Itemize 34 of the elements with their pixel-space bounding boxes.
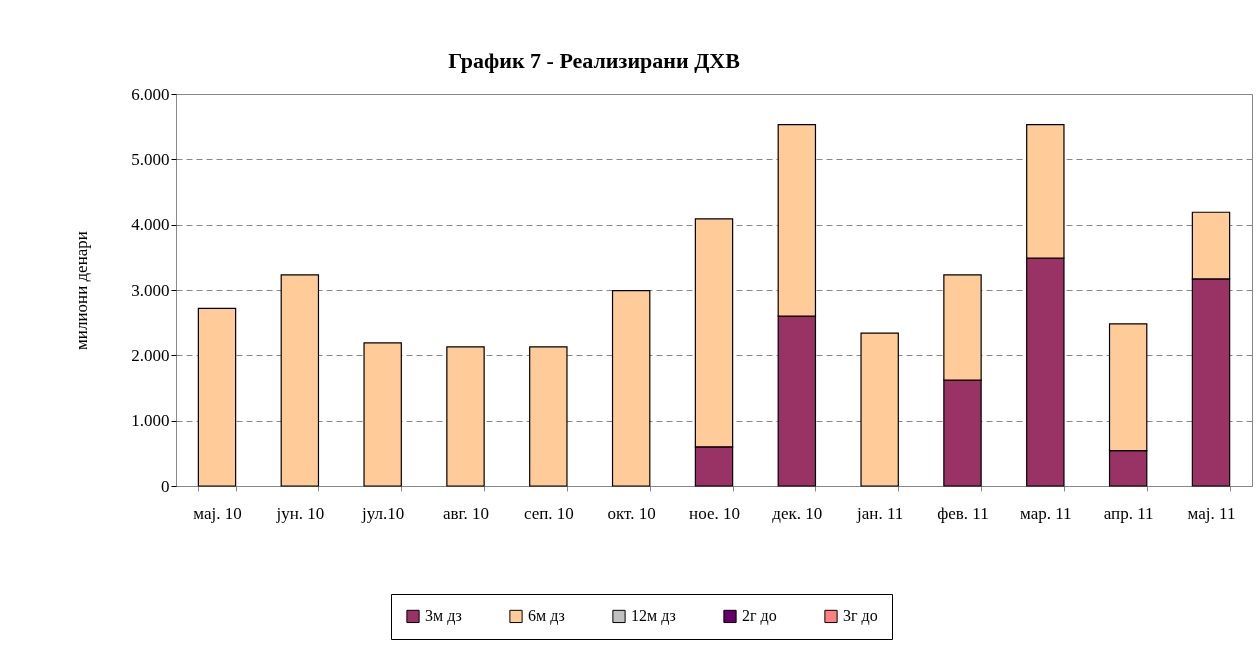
legend-label: 3г до xyxy=(843,607,878,626)
x-tick-label: фев. 11 xyxy=(937,503,989,523)
x-tick-label: мар. 11 xyxy=(1020,503,1072,523)
x-tick-label: дек. 10 xyxy=(772,503,823,523)
bar xyxy=(529,346,568,487)
x-tick-label: сеп. 10 xyxy=(523,503,574,523)
chart-title: График 7 - Реализирани ДХВ xyxy=(448,48,741,73)
x-tick-label: мај. 11 xyxy=(1187,503,1236,523)
legend-label: 6м дз xyxy=(528,607,565,626)
x-tick-label: авг. 10 xyxy=(442,503,490,523)
y-tick-label: 6.000 xyxy=(131,84,170,104)
x-tick-label: јун. 10 xyxy=(275,503,325,523)
legend-label: 2г до xyxy=(742,607,777,626)
y-tick-label: 2.000 xyxy=(131,345,170,365)
y-tick-label: 0 xyxy=(161,476,170,496)
x-tick-label: окт. 10 xyxy=(607,503,656,523)
legend-label: 12м дз xyxy=(631,607,676,626)
x-tick-label: јан. 11 xyxy=(856,503,904,523)
bar xyxy=(446,346,485,487)
bar xyxy=(860,332,899,487)
x-tick-label: апр. 11 xyxy=(1103,503,1154,523)
x-tick-label: јул.10 xyxy=(361,503,405,523)
y-axis-title: милиони денари xyxy=(72,231,92,350)
y-tick-label: 1.000 xyxy=(131,411,170,431)
legend-label: 3м дз xyxy=(425,607,462,626)
bar xyxy=(611,290,651,487)
y-tick-label: 3.000 xyxy=(131,280,170,300)
bar xyxy=(197,307,237,487)
x-tick-label: мај. 10 xyxy=(193,503,242,523)
y-tick-label: 4.000 xyxy=(131,215,170,235)
bar xyxy=(363,342,402,487)
bar xyxy=(280,274,320,487)
x-tick-label: ное. 10 xyxy=(689,503,740,523)
y-tick-label: 5.000 xyxy=(131,149,170,169)
